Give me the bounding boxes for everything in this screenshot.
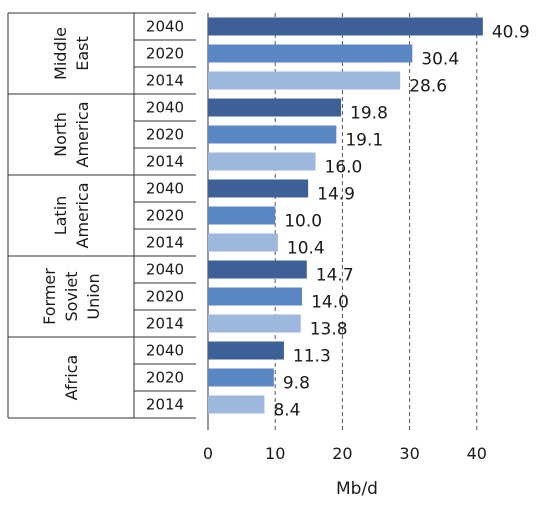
- year-label: 2014: [146, 234, 184, 252]
- year-label: 2014: [146, 72, 184, 90]
- group-label: East: [73, 36, 92, 71]
- data-label: 40.9: [492, 23, 530, 43]
- group-label: Latin: [51, 196, 70, 236]
- x-tick-label: 40: [467, 444, 487, 463]
- year-label: 2020: [146, 126, 184, 144]
- data-label: 19.8: [350, 104, 388, 124]
- data-label: 13.8: [310, 320, 348, 340]
- group-label: Africa: [62, 355, 81, 401]
- year-label: 2020: [146, 369, 184, 387]
- bar: [208, 179, 309, 198]
- data-label: 10.0: [284, 212, 322, 232]
- bars: [208, 17, 483, 414]
- group-label: North: [51, 112, 70, 157]
- data-label: 11.3: [293, 347, 331, 367]
- bar: [208, 71, 401, 90]
- year-label: 2040: [146, 99, 184, 117]
- bar: [208, 17, 483, 36]
- bar: [208, 287, 303, 306]
- data-label: 19.1: [345, 131, 383, 151]
- group-label: Union: [84, 273, 103, 319]
- bar: [208, 206, 276, 225]
- year-label: 2040: [146, 180, 184, 198]
- data-label: 9.8: [283, 374, 310, 394]
- year-label: 2020: [146, 45, 184, 63]
- group-label: Middle: [51, 27, 70, 80]
- data-label: 10.4: [287, 239, 325, 259]
- data-label: 14.0: [311, 293, 349, 313]
- year-label: 2040: [146, 261, 184, 279]
- group-label: Former: [40, 268, 59, 325]
- data-label: 28.6: [409, 77, 447, 97]
- year-label: 2014: [146, 396, 184, 414]
- data-label: 14.9: [317, 185, 355, 205]
- bar: [208, 314, 301, 333]
- bar: [208, 341, 284, 360]
- data-label: 30.4: [421, 50, 459, 70]
- x-tick-label: 0: [203, 444, 213, 463]
- x-axis-label: Mb/d: [336, 479, 378, 499]
- data-label: 16.0: [325, 158, 363, 178]
- x-tick-label: 10: [265, 444, 285, 463]
- data-labels: 40.9 30.4 28.6 19.8 19.1 16.0 14.9 10.0 10.4 14.7…: [273, 23, 529, 421]
- bar: [208, 260, 307, 279]
- x-tick-label: 20: [332, 444, 352, 463]
- bar: [208, 368, 274, 387]
- year-label: 2020: [146, 288, 184, 306]
- group-label: America: [73, 183, 92, 249]
- bar: [208, 233, 278, 252]
- year-label: 2040: [146, 342, 184, 360]
- year-label: 2014: [146, 153, 184, 171]
- bar: [208, 152, 316, 171]
- x-axis-ticks: 0 10 20 30 40: [203, 444, 487, 463]
- group-label: Soviet: [62, 272, 81, 322]
- data-label: 8.4: [273, 401, 300, 421]
- bar: [208, 395, 265, 414]
- bar: [208, 44, 413, 63]
- bar: [208, 125, 337, 144]
- group-label: America: [73, 102, 92, 168]
- bar: [208, 98, 342, 117]
- year-label: 2040: [146, 18, 184, 36]
- year-label: 2020: [146, 207, 184, 225]
- data-label: 14.7: [316, 266, 354, 286]
- year-label: 2014: [146, 315, 184, 333]
- x-tick-label: 30: [399, 444, 419, 463]
